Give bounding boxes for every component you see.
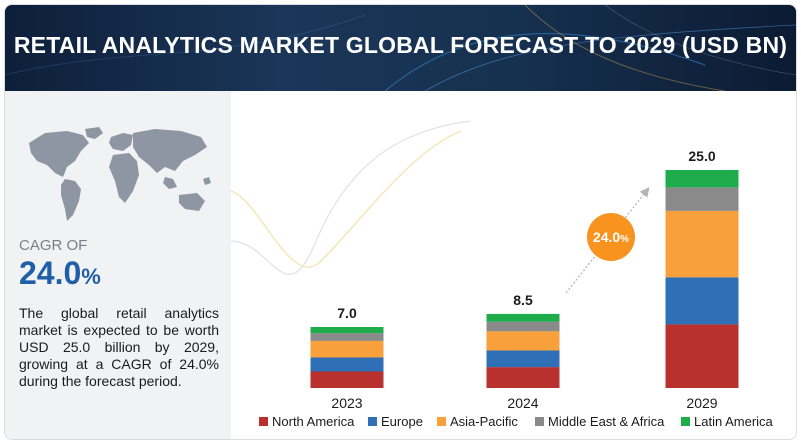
left-info-panel: CAGR OF 24.0% The global retail analytic… <box>5 91 231 439</box>
legend-label-latin-america: Latin America <box>694 414 774 429</box>
legend: North America Europe Asia-Pacific Middle Ea… <box>259 414 774 429</box>
bar-segment-2024-europe <box>486 350 560 368</box>
bar-segment-2023-latin-america <box>310 327 384 334</box>
legend-label-asia-pacific: Asia-Pacific <box>450 414 518 429</box>
bar-total-label-2024: 8.5 <box>513 292 533 308</box>
bar-segment-2029-north-america <box>665 324 739 388</box>
bar-segment-2024-north-america <box>486 367 560 388</box>
bar-segment-2023-middle-east-africa <box>310 333 384 341</box>
infographic-frame: RETAIL ANALYTICS MARKET GLOBAL FORECAST … <box>4 4 797 440</box>
legend-swatch-asia-pacific <box>437 417 446 426</box>
x-tick-label-2023: 2023 <box>331 395 362 411</box>
bar-segment-2029-middle-east-africa <box>665 187 739 211</box>
stacked-bar-chart: 7.0 8.5 25.0 2023 2024 2029 24.0% North Amer… <box>231 120 774 429</box>
growth-badge-number: 24.0 <box>593 229 620 245</box>
bar-segment-2029-asia-pacific <box>665 211 739 278</box>
cagr-label: CAGR OF <box>19 237 88 254</box>
growth-badge-circle <box>587 213 635 261</box>
bar-segment-2023-asia-pacific <box>310 340 384 358</box>
bar-total-label-2029: 25.0 <box>688 148 715 164</box>
world-map-icon <box>29 127 211 221</box>
legend-label-middle-east-africa: Middle East & Africa <box>548 414 665 429</box>
cagr-value-number: 24.0 <box>19 255 82 291</box>
chart-title: RETAIL ANALYTICS MARKET GLOBAL FORECAST … <box>13 32 788 58</box>
market-description: The global retail analytics market is ex… <box>19 305 219 389</box>
bar-segment-2024-asia-pacific <box>486 331 560 351</box>
cagr-value-unit: % <box>81 264 101 289</box>
growth-badge-text: 24.0% <box>593 229 629 245</box>
legend-label-north-america: North America <box>272 414 355 429</box>
bar-segment-2024-latin-america <box>486 313 560 322</box>
bar-segment-2029-europe <box>665 277 739 325</box>
growth-badge: 24.0% <box>587 213 635 261</box>
decorative-swoosh-gold <box>231 130 462 268</box>
legend-swatch-latin-america <box>681 417 690 426</box>
bar-segment-2023-north-america <box>310 371 384 388</box>
bar-segment-2023-europe <box>310 357 384 372</box>
legend-swatch-middle-east-africa <box>535 417 544 426</box>
bar-segment-2029-latin-america <box>665 170 739 188</box>
header-light-streaks <box>5 5 796 91</box>
header-banner: RETAIL ANALYTICS MARKET GLOBAL FORECAST … <box>5 5 796 91</box>
x-tick-label-2024: 2024 <box>507 395 538 411</box>
decorative-swoosh-gray <box>231 120 472 275</box>
cagr-value: 24.0% <box>19 255 101 292</box>
growth-badge-unit: % <box>620 234 629 245</box>
x-tick-label-2029: 2029 <box>686 395 717 411</box>
legend-label-europe: Europe <box>381 414 423 429</box>
bar-total-label-2023: 7.0 <box>337 305 357 321</box>
legend-swatch-north-america <box>259 417 268 426</box>
legend-swatch-europe <box>368 417 377 426</box>
bar-segment-2024-middle-east-africa <box>486 321 560 332</box>
